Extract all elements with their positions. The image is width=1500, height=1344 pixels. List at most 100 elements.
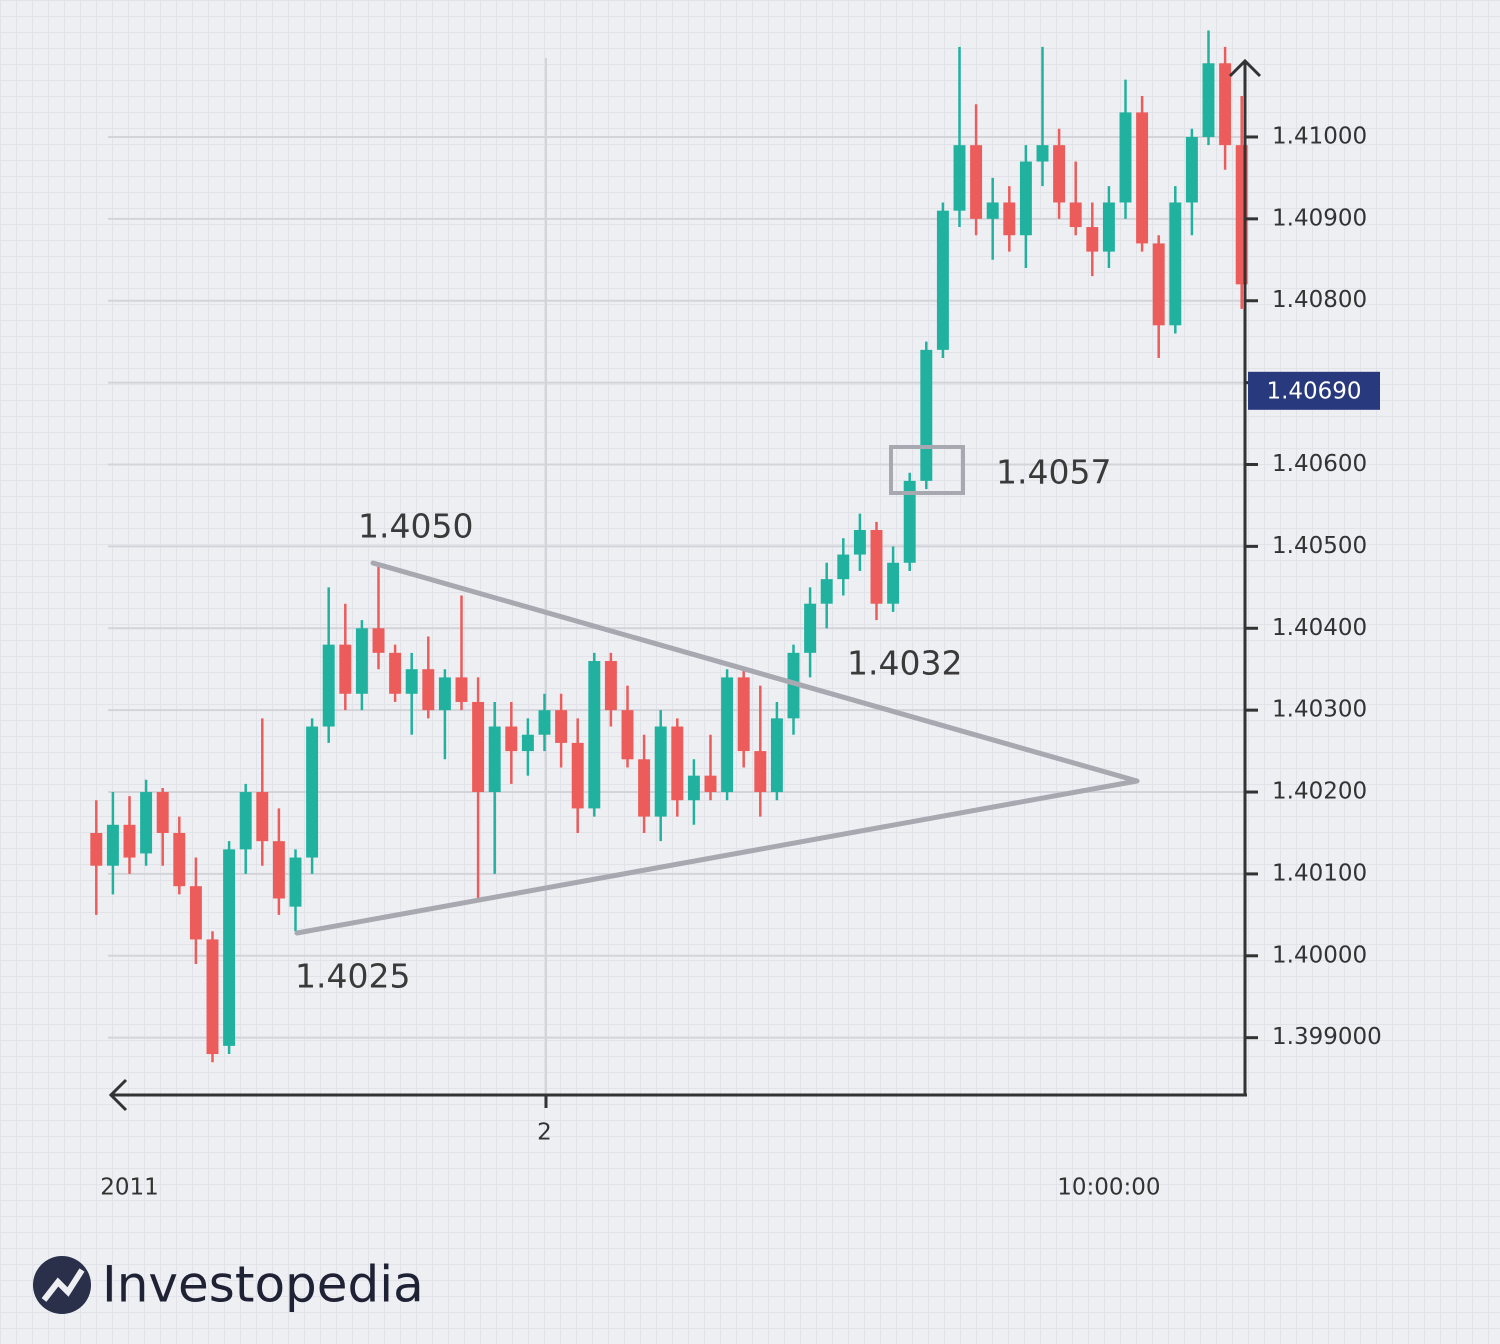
- candle-body: [488, 726, 501, 793]
- y-tick-label: 1.40100: [1272, 860, 1367, 886]
- candle-body: [1202, 63, 1215, 137]
- candle-body: [1086, 227, 1099, 252]
- candle-body: [1169, 202, 1182, 326]
- candle-body: [1136, 112, 1149, 244]
- candle-body: [721, 677, 734, 793]
- candle-body: [920, 349, 933, 481]
- candle-body: [804, 603, 817, 653]
- y-tick-label: 1.40500: [1272, 533, 1367, 559]
- candle-body: [887, 562, 900, 604]
- candle-body: [140, 792, 153, 854]
- candle-body: [106, 824, 119, 866]
- candle-body: [571, 742, 584, 809]
- y-tick-label: 1.399000: [1272, 1024, 1382, 1050]
- annotation: 1.4050: [358, 507, 473, 546]
- candle-body: [903, 480, 916, 563]
- x-axis-arrow: [108, 1078, 128, 1112]
- x-date-label: 2011: [100, 1175, 159, 1201]
- candle-body: [621, 710, 634, 760]
- candle-body: [389, 652, 402, 694]
- candle-body: [970, 145, 983, 219]
- x-date-label: 10:00:00: [1057, 1175, 1160, 1201]
- candle-body: [272, 841, 285, 899]
- candle-body: [90, 832, 103, 866]
- candle-body: [173, 832, 186, 887]
- candle-body: [870, 530, 883, 604]
- candle-body: [737, 677, 750, 752]
- candle-body: [953, 145, 966, 211]
- candle-body: [770, 718, 783, 793]
- candle-body: [820, 579, 833, 604]
- candle-body: [986, 202, 999, 219]
- y-tick-label: 1.40000: [1272, 942, 1367, 968]
- candle-body: [1036, 145, 1049, 162]
- candle-body: [687, 775, 700, 801]
- candle-body: [754, 751, 767, 793]
- y-tick-label: 1.40900: [1272, 205, 1367, 231]
- candle-body: [339, 644, 352, 694]
- candle-body: [1185, 136, 1198, 203]
- candle-body: [853, 530, 866, 555]
- annotation: 1.4057: [996, 453, 1111, 492]
- candle-body: [538, 710, 551, 735]
- candle-body: [372, 628, 385, 653]
- candle-body: [438, 677, 451, 711]
- y-tick-label: 1.40300: [1272, 697, 1367, 723]
- trendline: [294, 778, 1140, 936]
- logo-mark: [41, 1268, 85, 1302]
- candle-body: [638, 759, 651, 817]
- candle-body: [555, 710, 568, 743]
- candle-body: [239, 792, 252, 850]
- candle-body: [289, 857, 302, 907]
- y-axis-arrow: [1228, 58, 1262, 78]
- candle-body: [1235, 145, 1248, 285]
- candle-body: [604, 661, 617, 711]
- candle-body: [1152, 243, 1165, 326]
- candle-body: [1053, 145, 1066, 203]
- candle-body: [223, 849, 236, 1046]
- candle-body: [156, 792, 169, 833]
- candle-body: [322, 644, 335, 727]
- candle-body: [189, 886, 202, 940]
- candle-body: [355, 628, 368, 694]
- candle-body: [837, 554, 850, 580]
- candle-body: [704, 775, 717, 793]
- candles: [90, 30, 1248, 1063]
- candle-body: [505, 726, 518, 752]
- annotation: 1.4032: [847, 644, 962, 683]
- candle-body: [455, 677, 468, 702]
- candle-body: [472, 701, 485, 793]
- candle-body: [671, 726, 684, 801]
- y-tick-label: 1.40400: [1272, 615, 1367, 641]
- annotation: 1.4025: [295, 957, 410, 996]
- y-tick-label: 1.40200: [1272, 779, 1367, 805]
- y-tick-label: 1.41000: [1272, 123, 1367, 149]
- candle-body: [787, 652, 800, 719]
- candle-body: [1069, 202, 1082, 228]
- y-tick-label: 1.40800: [1272, 287, 1367, 313]
- candle-body: [1119, 112, 1132, 203]
- trendline: [370, 560, 1140, 784]
- candle-body: [936, 210, 949, 350]
- last-price-box: [1248, 371, 1380, 410]
- last-price-label: 1.40690: [1266, 378, 1361, 404]
- candle-body: [405, 669, 418, 694]
- candle-body: [654, 726, 667, 817]
- candle-body: [306, 726, 319, 858]
- candle-body: [1219, 63, 1232, 146]
- candle-body: [588, 661, 601, 809]
- candle-body: [1019, 161, 1032, 236]
- x-tick-label: 2: [537, 1120, 552, 1146]
- candle-body: [206, 939, 219, 1055]
- candle-body: [422, 669, 435, 711]
- candle-body: [1102, 202, 1115, 252]
- candle-body: [123, 824, 136, 858]
- candle-body: [1003, 202, 1016, 236]
- candle-body: [256, 792, 269, 842]
- candle-body: [521, 734, 534, 752]
- y-tick-label: 1.40600: [1272, 451, 1367, 477]
- breakout-box: [889, 445, 965, 495]
- brand: Investopedia: [102, 1256, 424, 1314]
